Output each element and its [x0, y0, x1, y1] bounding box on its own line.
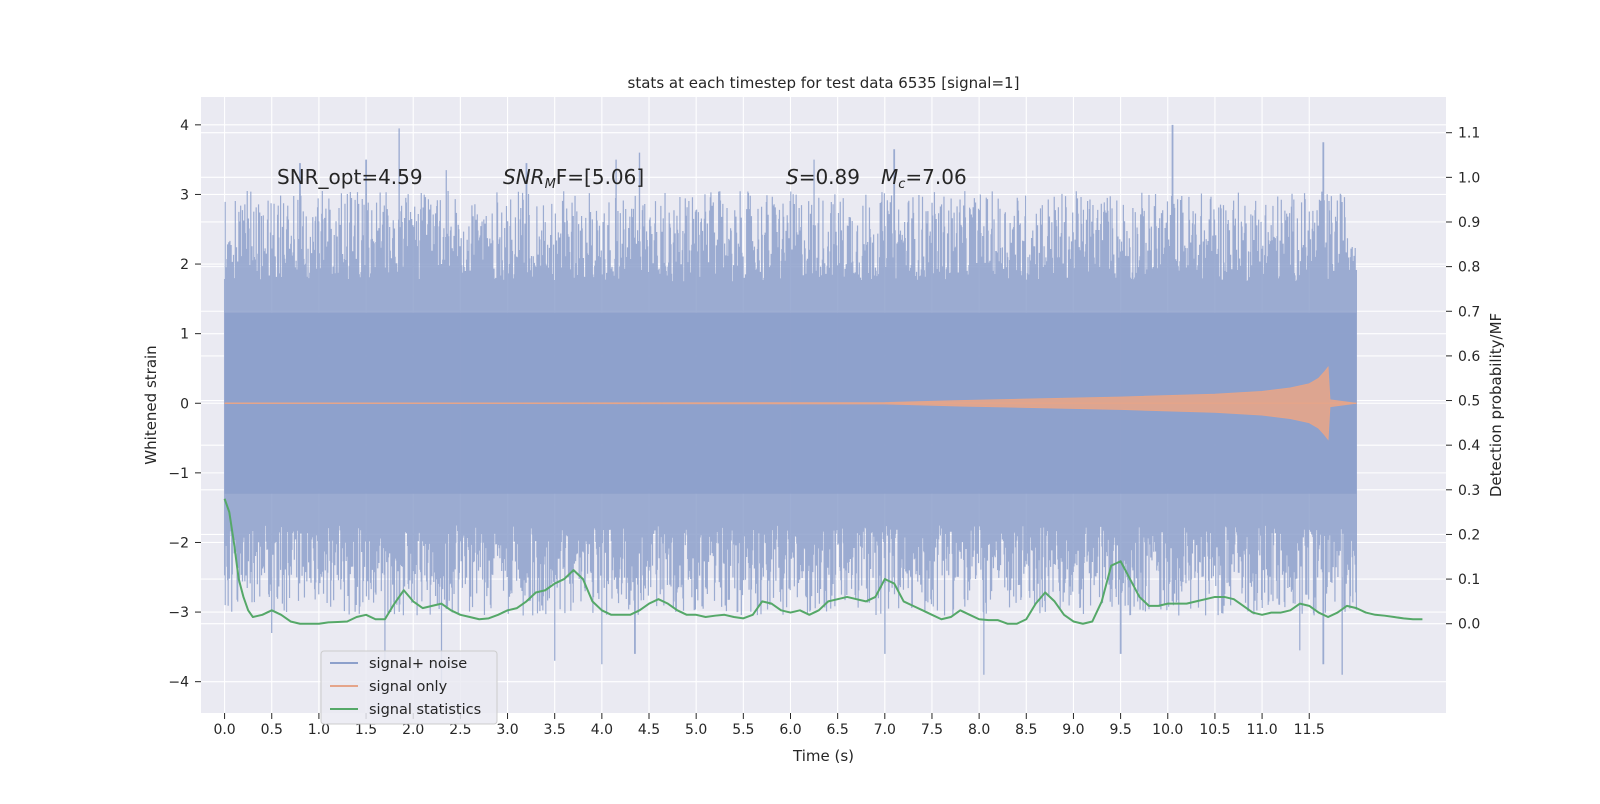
y-left-tick-label: 1 — [180, 327, 189, 343]
x-tick-label: 3.5 — [544, 722, 566, 738]
y-right-tick-label: 0.5 — [1458, 394, 1480, 410]
x-tick-label: 8.5 — [1015, 722, 1037, 738]
x-tick-label: 11.0 — [1246, 722, 1277, 738]
x-tick-label: 7.0 — [874, 722, 896, 738]
y-left-tick-label: −1 — [168, 466, 189, 482]
legend-label-signal-noise: signal+ noise — [369, 656, 467, 672]
signal-only-series — [224, 365, 1357, 441]
signal-statistics-line — [223, 498, 1423, 625]
y-right-tick-label: 0.7 — [1458, 304, 1480, 320]
y-right-tick-label: 0.2 — [1458, 527, 1480, 543]
y-left-tick-label: 4 — [180, 118, 189, 134]
y-left-tick-label: −4 — [168, 675, 189, 691]
y-right-tick-label: 0.8 — [1458, 260, 1480, 276]
chart-title: stats at each timestep for test data 653… — [628, 74, 1020, 92]
y-left-tick-label: 3 — [180, 187, 189, 203]
x-tick-label: 9.0 — [1062, 722, 1084, 738]
annotation-mc: Mc=7.06 — [881, 165, 967, 192]
legend-box — [320, 650, 498, 725]
x-tick-label: 8.0 — [968, 722, 990, 738]
y-left-tick-label: 0 — [180, 396, 189, 412]
x-tick-label: 1.5 — [355, 722, 377, 738]
x-tick-label: 7.5 — [921, 722, 943, 738]
x-tick-label: 1.0 — [308, 722, 330, 738]
x-axis-label: Time (s) — [792, 747, 854, 765]
y-axis-label-right: Detection probability/MF — [1487, 313, 1505, 497]
x-tick-label: 6.0 — [779, 722, 801, 738]
x-tick-label: 11.5 — [1294, 722, 1325, 738]
y-right-tick-label: 0.6 — [1458, 349, 1480, 365]
legend-label-signal-statistics: signal statistics — [369, 702, 481, 718]
annotation-snr-mf: SNRMF=[5.06] — [503, 165, 644, 192]
y-right-tick-label: 0.3 — [1458, 483, 1480, 499]
x-tick-label: 0.5 — [261, 722, 283, 738]
y-left-tick-label: −2 — [168, 535, 189, 551]
x-tick-label: 10.5 — [1199, 722, 1230, 738]
annotation-snr-opt: SNR_opt=4.59 — [277, 165, 423, 189]
y-right-tick-label: 0.4 — [1458, 438, 1480, 454]
signal-statistics-series — [223, 498, 1423, 625]
x-tick-label: 4.5 — [638, 722, 660, 738]
legend-label-signal-only: signal only — [369, 679, 448, 695]
legend: signal+ noise signal only signal statist… — [320, 650, 498, 725]
x-tick-label: 2.0 — [402, 722, 424, 738]
x-tick-label: 5.0 — [685, 722, 707, 738]
ticks: 0.0 0.5 1.0 1.5 2.0 2.5 3.0 3.5 4.0 4.5 5.0 5.5 6.0 6… — [168, 118, 1480, 738]
x-tick-label: 4.0 — [591, 722, 613, 738]
x-tick-label: 5.5 — [732, 722, 754, 738]
y-right-tick-label: 1.0 — [1458, 170, 1480, 186]
x-tick-label: 9.5 — [1109, 722, 1131, 738]
y-left-tick-label: −3 — [168, 605, 189, 621]
x-tick-label: 10.0 — [1152, 722, 1183, 738]
x-tick-label: 0.0 — [213, 722, 235, 738]
y-left-tick-label: 2 — [180, 257, 189, 273]
y-right-tick-label: 1.1 — [1458, 126, 1480, 142]
x-tick-label: 3.0 — [496, 722, 518, 738]
y-right-tick-label: 0.1 — [1458, 572, 1480, 588]
y-right-tick-label: 0.9 — [1458, 215, 1480, 231]
y-right-tick-label: 0.0 — [1458, 617, 1480, 633]
x-tick-label: 6.5 — [827, 722, 849, 738]
annotation-s: S=0.89 — [786, 165, 860, 189]
x-tick-label: 2.5 — [449, 722, 471, 738]
y-axis-label-left: Whitened strain — [142, 345, 160, 464]
